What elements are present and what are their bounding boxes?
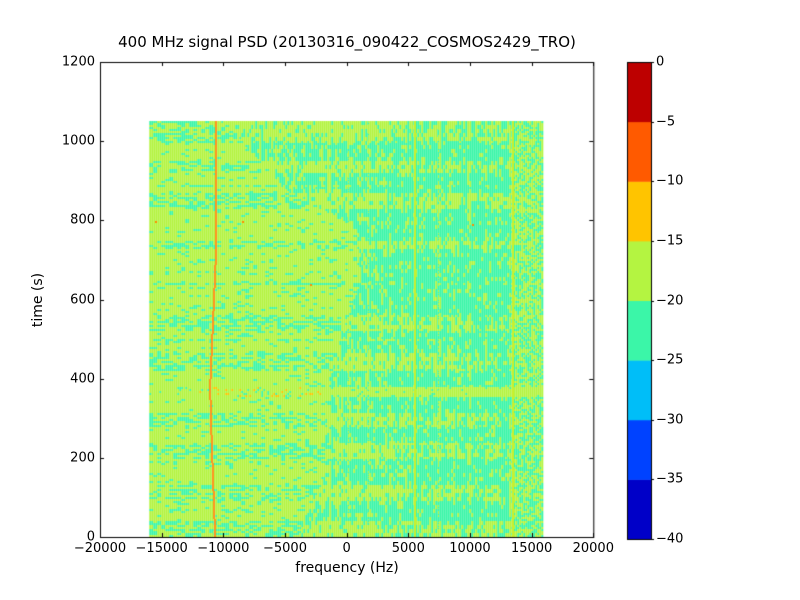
colorbar-tick-label: −15: [656, 233, 684, 249]
x-tick-label: 15000: [510, 541, 553, 556]
colorbar-tick-label: −40: [656, 531, 684, 547]
colorbar-tick-label: −20: [656, 293, 684, 308]
y-tick-label: 800: [70, 212, 95, 228]
x-tick-label: 20000: [572, 541, 614, 556]
x-tick-label: −10000: [197, 541, 250, 556]
y-axis-label: time (s): [30, 272, 46, 328]
x-tick-label: −5000: [262, 541, 307, 556]
x-tick-label: −15000: [135, 541, 188, 556]
x-tick-label: 10000: [449, 541, 491, 556]
colorbar-tick-label: −25: [656, 352, 684, 368]
colorbar-tick-label: −10: [656, 173, 684, 189]
colorbar-tick-label: −35: [656, 471, 684, 487]
plot-title: 400 MHz signal PSD (20130316_090422_COSM…: [118, 33, 576, 51]
colorbar-tick-label: −30: [656, 412, 684, 428]
x-tick-label: 5000: [391, 541, 425, 556]
y-tick-label: 1000: [61, 133, 95, 149]
x-tick-label: −20000: [73, 541, 127, 556]
y-tick-label: 1200: [61, 54, 95, 70]
y-tick-label: 0: [86, 529, 95, 545]
y-tick-label: 200: [70, 450, 95, 466]
colorbar-tick-label: 0: [656, 54, 665, 70]
x-tick-label: 0: [342, 541, 351, 556]
colorbar-tick-label: −5: [656, 114, 676, 130]
y-tick-label: 400: [70, 371, 95, 387]
y-tick-label: 600: [70, 292, 95, 307]
x-axis-label: frequency (Hz): [295, 560, 399, 576]
